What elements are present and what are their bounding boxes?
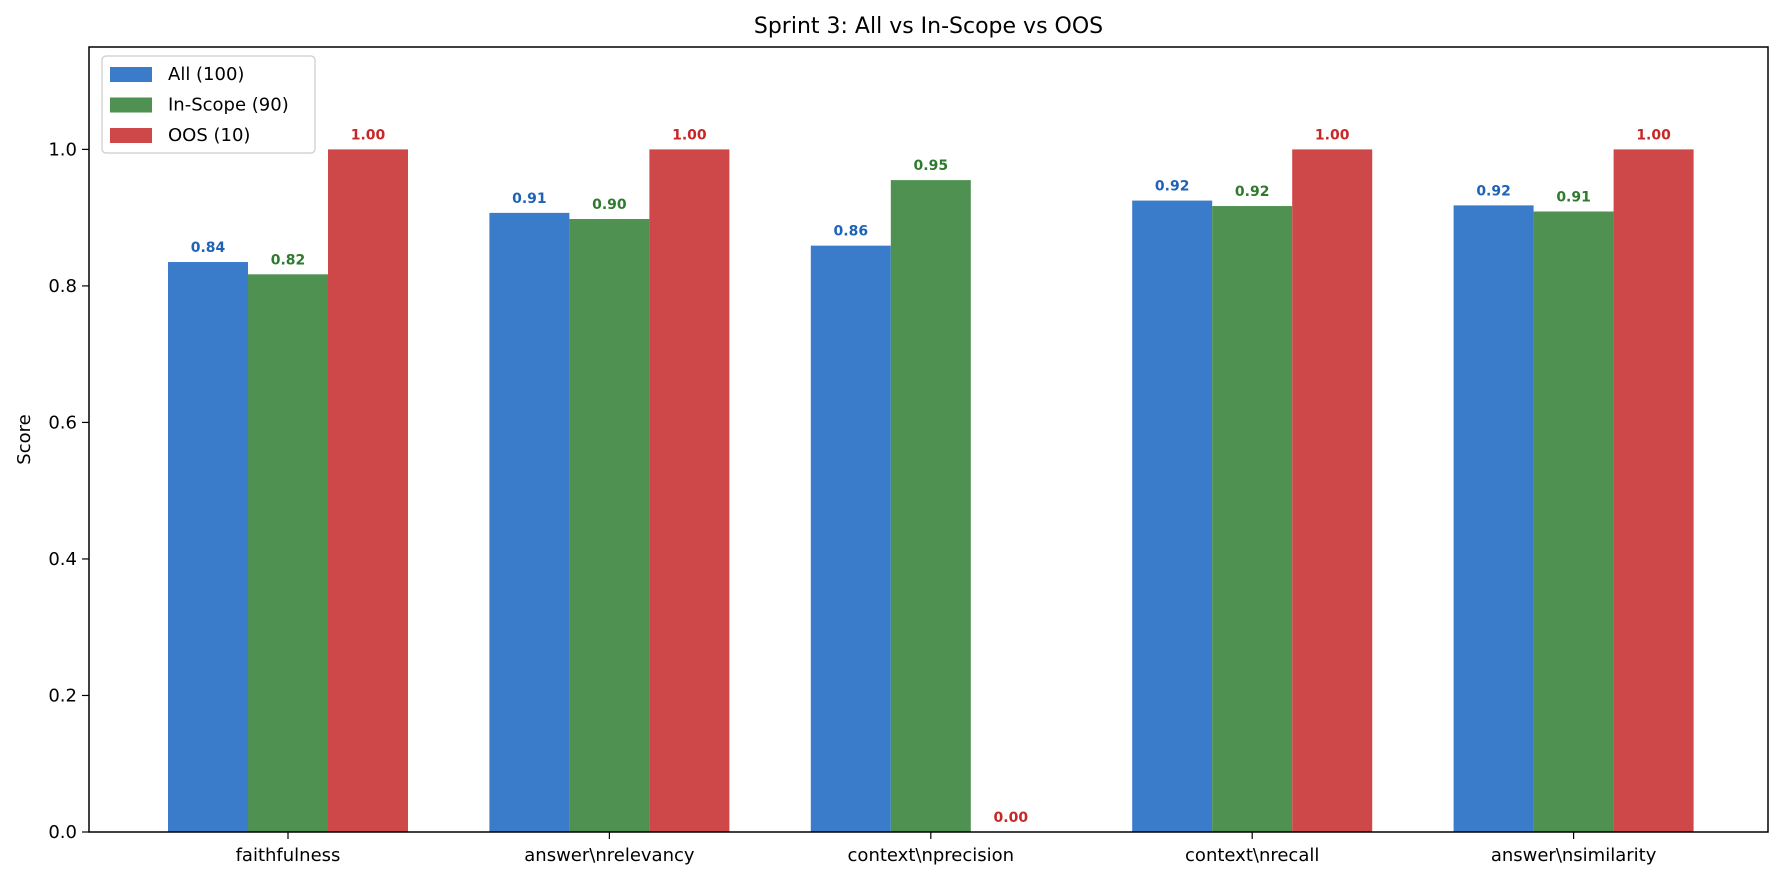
legend-label: In-Scope (90)	[168, 95, 289, 116]
bar-value-label: 1.00	[672, 127, 707, 143]
bar-2-4	[1613, 149, 1694, 833]
bar-value-label: 0.92	[1476, 183, 1511, 199]
x-tick-label: faithfulness	[236, 845, 341, 866]
bar-value-label: 1.00	[1636, 127, 1671, 143]
y-tick-label: 1.0	[48, 139, 77, 160]
bar-value-label: 0.90	[592, 197, 627, 213]
bar-1-4	[1533, 211, 1614, 833]
axes-layer: 0.0 0.2 0.4 0.6 0.8 1.0 faithfulness answer\nre…	[48, 46, 1769, 866]
bar-2-0	[328, 149, 408, 833]
y-tick-label: 0.6	[48, 412, 77, 433]
bar-value-label: 0.82	[271, 252, 306, 268]
x-tick-label: answer\nrelevancy	[524, 845, 695, 866]
y-axis-label: Score	[14, 414, 35, 464]
bar-value-label: 0.92	[1235, 184, 1270, 200]
legend-label: OOS (10)	[168, 125, 250, 146]
bar-0-3	[1132, 200, 1213, 832]
legend-swatch	[110, 67, 152, 82]
bar-value-label: 0.92	[1155, 179, 1190, 195]
y-tick-label: 0.2	[48, 685, 77, 706]
legend-label: All (100)	[168, 64, 244, 85]
x-tick-label: answer\nsimilarity	[1491, 845, 1657, 866]
bar-value-label: 1.00	[351, 127, 386, 143]
bar-0-2	[810, 245, 891, 832]
bar-1-3	[1212, 206, 1293, 832]
bar-1-2	[890, 180, 971, 832]
bar-0-0	[168, 262, 248, 832]
bar-2-1	[649, 149, 730, 833]
x-tick-label: context\nprecision	[848, 845, 1015, 866]
x-tick-label: context\nrecall	[1185, 845, 1319, 866]
legend: All (100) In-Scope (90) OOS (10)	[101, 55, 316, 154]
y-tick-label: 0.4	[48, 549, 77, 570]
chart-title: Sprint 3: All vs In-Scope vs OOS	[754, 14, 1103, 39]
bar-labels-layer: 0.84 0.91 0.86 0.92 0.92 0.82 0.90 0.95 0.92 0.91…	[191, 127, 1671, 826]
bars-layer	[168, 149, 1694, 833]
bar-value-label: 0.00	[994, 810, 1029, 826]
bar-0-4	[1453, 205, 1534, 832]
y-tick-label: 0.8	[48, 276, 77, 297]
legend-box	[101, 55, 316, 154]
bar-1-0	[248, 274, 328, 832]
y-tick-label: 0.0	[48, 822, 77, 843]
plot-frame	[88, 46, 1769, 833]
bar-value-label: 1.00	[1315, 127, 1350, 143]
bar-value-label: 0.91	[1556, 190, 1591, 206]
legend-swatch	[110, 128, 152, 143]
bar-value-label: 0.95	[914, 158, 949, 174]
legend-swatch	[110, 97, 152, 113]
bar-1-1	[569, 219, 650, 832]
bar-0-1	[489, 212, 570, 833]
bar-2-3	[1292, 149, 1373, 833]
bar-value-label: 0.84	[191, 240, 226, 256]
bar-value-label: 0.86	[834, 224, 869, 240]
bar-value-label: 0.91	[512, 191, 547, 207]
